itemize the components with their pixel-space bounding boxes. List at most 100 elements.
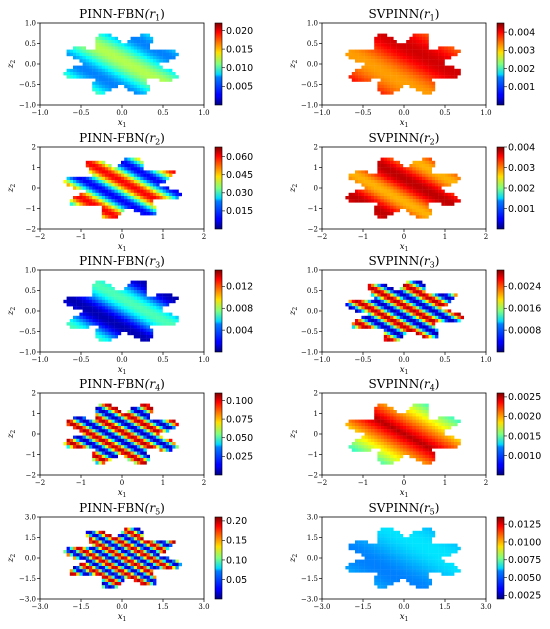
heatmap-cell: [403, 56, 407, 60]
heatmap-cell: [419, 36, 423, 41]
heatmap-cell: [380, 410, 384, 414]
heatmap-cell: [130, 196, 134, 200]
heatmap-cell: [380, 164, 384, 168]
colorbar-tick-label: 0.020: [226, 26, 253, 37]
heatmap-cell: [127, 283, 131, 288]
heatmap-cell: [425, 170, 429, 174]
heatmap-cell: [149, 410, 154, 414]
heatmap-cell: [130, 410, 134, 414]
heatmap-cell: [387, 160, 391, 165]
heatmap-cell: [156, 553, 160, 557]
heatmap-cell: [156, 56, 160, 60]
heatmap-cell: [127, 537, 131, 541]
heatmap-cell: [361, 59, 365, 63]
colorbar-tick-label: 0.060: [226, 152, 253, 163]
heatmap-cell: [425, 451, 429, 455]
heatmap-cell: [66, 176, 70, 181]
heatmap-cell: [92, 287, 96, 291]
title-sub: 1: [430, 14, 435, 23]
x-tick-label: 0.5: [439, 356, 450, 364]
heatmap-cell: [114, 429, 118, 433]
heatmap-cell: [85, 56, 90, 60]
heatmap-cell: [127, 325, 131, 329]
heatmap-cell: [114, 550, 118, 554]
heatmap-cell: [415, 72, 420, 76]
heatmap-cell: [114, 176, 118, 181]
heatmap-cell: [101, 202, 106, 206]
heatmap-cell: [393, 208, 397, 213]
heatmap-cell: [79, 49, 83, 53]
heatmap-cell: [172, 426, 176, 430]
heatmap-cell: [117, 212, 122, 216]
heatmap-cell: [127, 56, 131, 60]
x-tick-label: 1.0: [198, 356, 209, 364]
heatmap-cell: [371, 283, 375, 288]
heatmap-cell: [406, 537, 410, 541]
heatmap-cell: [153, 186, 157, 190]
heatmap-cell: [364, 173, 368, 177]
heatmap-cell: [108, 78, 112, 82]
heatmap-cell: [383, 88, 388, 92]
y-axis-label-main: z: [288, 433, 298, 439]
heatmap-cell: [406, 75, 410, 79]
heatmap-cell: [415, 306, 420, 310]
heatmap-cell: [146, 84, 150, 89]
heatmap-cell: [101, 189, 106, 193]
heatmap-cell: [127, 183, 131, 187]
heatmap-cell: [127, 432, 131, 436]
heatmap-cell: [108, 36, 112, 41]
heatmap-cell: [146, 454, 150, 459]
heatmap-cell: [127, 419, 131, 423]
panel-title: SVPINN(r2): [369, 131, 440, 147]
heatmap-cell: [98, 432, 102, 436]
heatmap-cell: [130, 157, 134, 161]
heatmap-cell: [105, 553, 109, 557]
heatmap-cell: [114, 36, 118, 41]
heatmap-cell: [367, 419, 372, 423]
heatmap-cell: [137, 173, 141, 177]
heatmap-cell: [415, 196, 420, 200]
heatmap-cell: [111, 312, 115, 316]
y-tick-label: −1: [308, 451, 318, 459]
heatmap-cell: [89, 438, 93, 443]
heatmap-cell: [419, 293, 423, 297]
heatmap-cell: [444, 546, 448, 551]
heatmap-cell: [79, 180, 83, 184]
x-axis-label: x1: [400, 118, 409, 129]
heatmap-cell: [101, 550, 106, 554]
heatmap-cell: [396, 438, 400, 443]
heatmap-cell: [137, 196, 141, 200]
heatmap-cell: [98, 530, 102, 535]
heatmap-cell: [73, 52, 77, 57]
heatmap-cell: [127, 88, 131, 92]
heatmap-cell: [159, 556, 163, 560]
heatmap-cell: [79, 419, 83, 423]
heatmap-cell: [95, 419, 99, 423]
heatmap-cell: [377, 442, 381, 446]
heatmap-cell: [444, 180, 448, 184]
heatmap-cell: [137, 180, 141, 184]
heatmap-cell: [127, 445, 131, 449]
heatmap-cell: [406, 419, 410, 423]
heatmap-cell: [380, 578, 384, 583]
heatmap-cell: [117, 43, 122, 47]
heatmap-cell: [140, 546, 144, 551]
heatmap-cell: [441, 173, 445, 177]
heatmap-cell: [85, 65, 90, 69]
heatmap-cell: [149, 40, 154, 44]
heatmap-cell: [419, 451, 423, 455]
heatmap-cell: [355, 546, 359, 551]
heatmap-cell: [447, 566, 452, 570]
heatmap-cell: [351, 322, 356, 326]
x-tick-label: 0: [120, 233, 124, 241]
heatmap-cell: [137, 91, 141, 95]
heatmap-cell: [435, 49, 439, 53]
heatmap-cell: [101, 582, 106, 586]
heatmap-cell: [98, 296, 102, 300]
heatmap-cell: [399, 442, 404, 446]
heatmap-cell: [396, 192, 400, 197]
heatmap-cell: [95, 451, 99, 455]
heatmap-cell: [172, 189, 176, 193]
heatmap-cell: [117, 186, 122, 190]
heatmap-cell: [137, 36, 141, 41]
